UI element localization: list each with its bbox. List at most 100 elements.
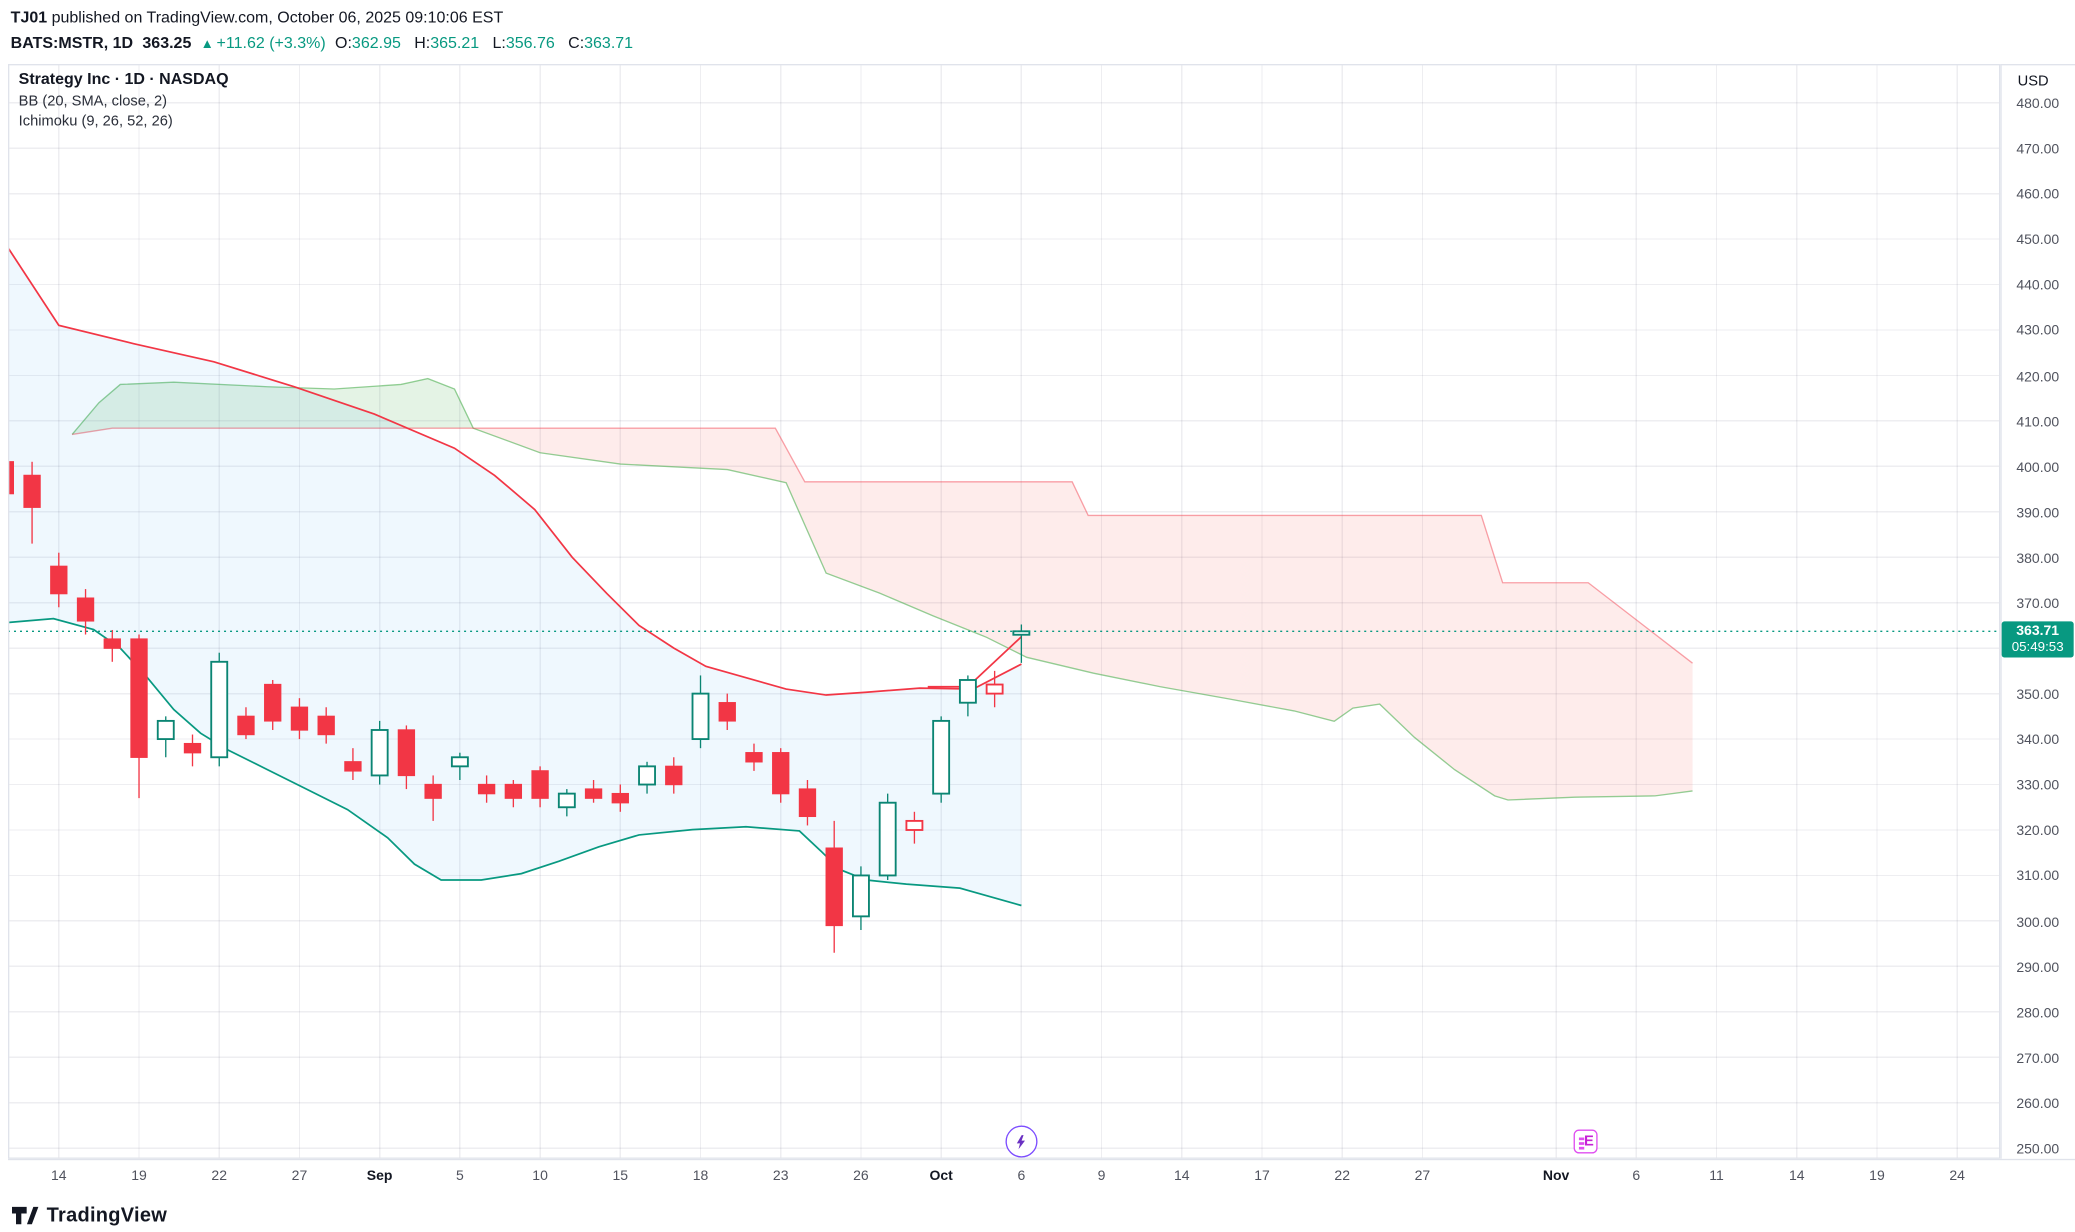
candle-body — [745, 752, 763, 763]
author-name: TJ01 — [10, 8, 48, 27]
candles — [8, 461, 1031, 953]
price-tick-label: 310.00 — [2016, 868, 2060, 885]
price-tick-label: 420.00 — [2016, 368, 2060, 385]
change-value: +11.62 (+3.3%) — [216, 33, 326, 53]
candle-body — [264, 683, 282, 722]
earnings-marker[interactable]: E — [1573, 1129, 1598, 1154]
price-tick-label: 410.00 — [2016, 414, 2060, 431]
price-tick-label: 460.00 — [2016, 186, 2060, 203]
price-tick-label: 300.00 — [2016, 914, 2060, 931]
candle-body — [611, 792, 629, 804]
price-tick-label: 280.00 — [2016, 1005, 2060, 1022]
price-change: ▲ +11.62 (+3.3%) — [201, 33, 326, 52]
symbol-header: BATS:MSTR, 1D 363.25 ▲ +11.62 (+3.3%) O:3… — [11, 33, 633, 52]
candle-body — [1012, 630, 1031, 636]
price-tick-label: 380.00 — [2016, 550, 2060, 567]
time-tick-label: Sep — [366, 1168, 393, 1185]
price-tick-label: 250.00 — [2016, 1141, 2060, 1158]
price-axis[interactable]: USD 480.00 470.00 460.00 450.00 440.00 430.00… — [2000, 64, 2075, 1159]
time-tick-label: 11 — [1709, 1168, 1724, 1185]
time-tick-label: Nov — [1542, 1168, 1570, 1185]
candle-body — [958, 679, 977, 704]
candle-body — [344, 761, 362, 772]
bollinger-bands — [8, 246, 1022, 907]
time-tick-label: 17 — [1254, 1168, 1270, 1185]
low-value: L:356.76 — [492, 33, 555, 53]
candle-body — [370, 729, 389, 777]
price-tick-label: 430.00 — [2016, 323, 2060, 340]
price-tick-label: 260.00 — [2016, 1096, 2060, 1113]
candle-body — [290, 706, 309, 731]
candle-body — [76, 597, 95, 622]
candle-body — [638, 765, 656, 786]
open-value: O:362.95 — [335, 33, 401, 53]
publish-header: TJ01 published on TradingView.com, Octob… — [11, 8, 504, 27]
candle-body — [852, 874, 870, 918]
last-price: 363.25 — [142, 33, 192, 53]
legend-bb-indicator: BB (20, SMA, close, 2) — [18, 93, 168, 110]
candle-body — [665, 765, 683, 786]
price-tick-label: 340.00 — [2016, 732, 2060, 749]
price-tick-label: 450.00 — [2016, 232, 2060, 249]
candle-body — [504, 783, 523, 799]
candle-body — [450, 756, 469, 768]
time-tick-label: 14 — [1788, 1168, 1805, 1185]
price-tick-label: 330.00 — [2016, 777, 2060, 794]
candle-body — [985, 683, 1004, 695]
tradingview-logo-icon — [12, 1206, 39, 1225]
time-tick-label: 26 — [853, 1168, 869, 1185]
candle-body — [210, 660, 229, 759]
bar-countdown: 05:49:53 — [2011, 639, 2064, 655]
time-tick-label: 15 — [612, 1168, 629, 1185]
chart-plot[interactable] — [8, 64, 2001, 1159]
candle-body — [691, 692, 710, 741]
time-tick-label: 23 — [772, 1168, 789, 1185]
price-tick-label: 270.00 — [2016, 1050, 2060, 1067]
candle-body — [772, 752, 790, 795]
candle-body — [584, 788, 603, 799]
price-tick-label: 290.00 — [2016, 959, 2060, 976]
price-tick-label: 370.00 — [2016, 596, 2060, 613]
publish-info: published on TradingView.com, October 06… — [47, 8, 504, 27]
price-tick-label: 470.00 — [2016, 141, 2060, 158]
price-tick-label: 480.00 — [2016, 96, 2060, 113]
symbol-interval: BATS:MSTR, 1D — [10, 33, 134, 53]
tradingview-brand[interactable]: TradingView — [11, 1202, 167, 1230]
time-tick-label: 14 — [1173, 1168, 1190, 1185]
time-tick-label: 27 — [291, 1168, 308, 1185]
price-tick-label: 400.00 — [2016, 459, 2060, 476]
candle-body — [183, 742, 202, 754]
candle-body — [477, 783, 496, 795]
chart-legend: Strategy Inc · 1D · NASDAQ BB (20, SMA, … — [19, 69, 229, 132]
time-tick-label: 5 — [455, 1168, 464, 1185]
candle-body — [130, 638, 148, 758]
grid-lines — [8, 64, 2001, 1159]
candle-body — [23, 474, 41, 508]
price-tick-label: 390.00 — [2016, 505, 2060, 522]
time-tick-label: 22 — [211, 1168, 228, 1185]
candle-body — [397, 729, 416, 777]
time-tick-label: 19 — [1869, 1168, 1885, 1185]
chart-area[interactable]: Strategy Inc · 1D · NASDAQ BB (20, SMA, … — [8, 64, 2001, 1159]
time-tick-label: 10 — [532, 1168, 548, 1185]
brand-name: TradingView — [46, 1204, 168, 1227]
candle-body — [8, 461, 15, 495]
last-price-badge: 363.71 05:49:53 — [2001, 621, 2074, 658]
time-tick-label: 27 — [1414, 1168, 1431, 1185]
ichimoku-cloud — [71, 377, 1693, 801]
idea-flash-marker[interactable] — [1005, 1125, 1038, 1158]
candle-body — [317, 715, 335, 736]
candle-body — [718, 702, 736, 722]
legend-ichimoku-indicator: Ichimoku (9, 26, 52, 26) — [18, 113, 173, 130]
ohlc-row: O:362.95 H:365.21 L:356.76 C:363.71 — [335, 33, 633, 52]
candle-body — [825, 847, 843, 927]
time-tick-label: 19 — [131, 1168, 147, 1185]
earnings-letter: E — [1583, 1133, 1594, 1150]
close-value: C:363.71 — [568, 33, 634, 53]
time-tick-label: 18 — [692, 1168, 709, 1185]
lightning-bolt-icon — [1017, 1134, 1026, 1149]
time-axis[interactable]: 14 19 22 27 Sep 5 10 15 18 23 26 Oct 6 9 14 17 22 27 Nov 6 1… — [8, 1158, 2075, 1193]
candle-body — [103, 638, 121, 649]
price-tick-label: 440.00 — [2016, 277, 2060, 294]
